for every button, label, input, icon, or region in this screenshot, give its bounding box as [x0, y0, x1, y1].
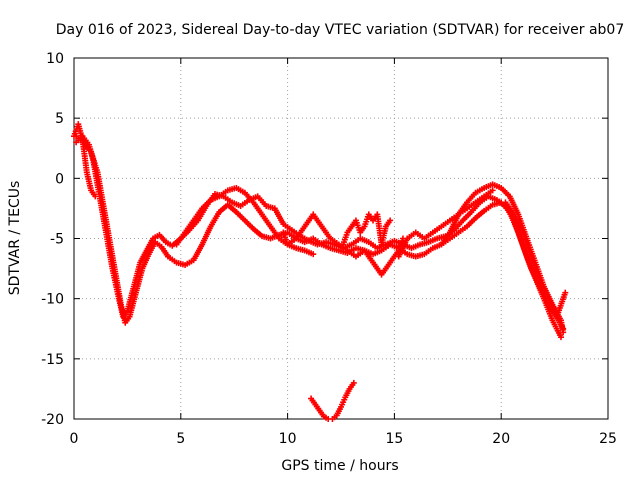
x-tick-label: 15: [385, 431, 403, 447]
series-track-d: [173, 184, 317, 258]
data-series: [71, 121, 569, 422]
x-axis-label: GPS time / hours: [281, 458, 398, 474]
y-tick-label: -20: [41, 412, 64, 428]
series-track-i: [395, 187, 496, 260]
axis-ticks: 0 5 10 15 20 25 -20 -15 -10 -5 0 5 10: [41, 51, 617, 447]
y-tick-label: 10: [46, 51, 64, 67]
y-axis-label: SDTVAR / TECUs: [7, 181, 23, 296]
series-track-g: [280, 211, 406, 278]
series-track-h: [340, 211, 394, 248]
data-point: [350, 379, 357, 386]
y-tick-label: -5: [50, 232, 64, 248]
data-point: [489, 187, 496, 194]
chart-title: Day 016 of 2023, Sidereal Day-to-day VTE…: [56, 22, 625, 38]
x-tick-label: 0: [70, 431, 79, 447]
x-tick-label: 10: [279, 431, 297, 447]
y-tick-label: -10: [41, 292, 64, 308]
y-tick-label: 0: [55, 171, 64, 187]
series-track-c: [73, 133, 565, 341]
x-tick-label: 20: [492, 431, 510, 447]
series-track-b: [73, 133, 567, 332]
y-tick-label: 5: [55, 111, 64, 127]
data-point: [387, 217, 394, 224]
data-point: [310, 251, 317, 258]
y-tick-label: -15: [41, 352, 64, 368]
data-point: [562, 289, 569, 296]
series-track-j: [308, 379, 357, 422]
series-track-f: [502, 199, 569, 320]
x-tick-label: 5: [176, 431, 185, 447]
data-point: [560, 329, 567, 336]
x-tick-label: 25: [599, 431, 617, 447]
data-point: [558, 334, 565, 341]
